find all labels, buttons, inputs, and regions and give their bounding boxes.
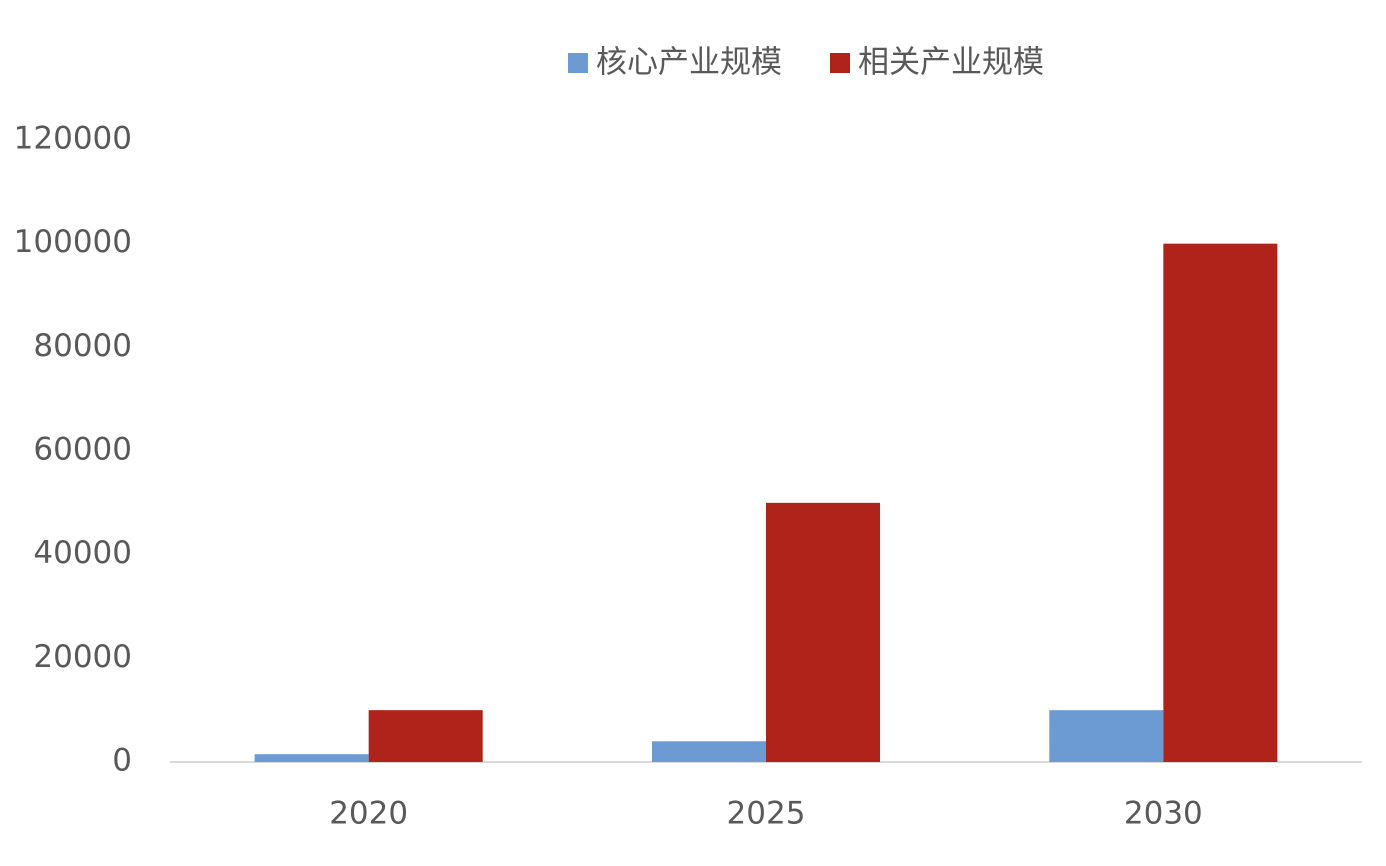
y-tick-label: 0 (112, 743, 132, 779)
legend-swatch (568, 53, 588, 73)
y-tick-label: 120000 (14, 121, 132, 157)
y-tick-label: 100000 (14, 224, 132, 260)
x-tick-label: 2025 (727, 796, 806, 832)
y-tick-label: 20000 (33, 639, 132, 675)
bar (1049, 710, 1164, 762)
bar (254, 754, 369, 762)
y-tick-label: 40000 (33, 535, 132, 571)
y-tick-label: 80000 (33, 328, 132, 364)
bar (1163, 243, 1278, 762)
x-tick-label: 2020 (329, 796, 408, 832)
bar (651, 741, 766, 762)
legend-swatch (830, 53, 850, 73)
y-tick-label: 60000 (33, 432, 132, 468)
legend-label: 相关产业规模 (858, 45, 1044, 81)
bar (368, 710, 483, 762)
bar (766, 502, 881, 762)
legend-label: 核心产业规模 (596, 45, 782, 81)
x-tick-label: 2030 (1124, 796, 1203, 832)
